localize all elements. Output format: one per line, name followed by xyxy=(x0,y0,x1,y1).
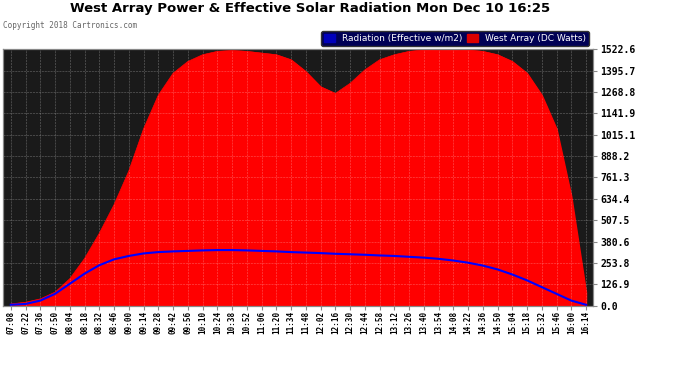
Text: West Array Power & Effective Solar Radiation Mon Dec 10 16:25: West Array Power & Effective Solar Radia… xyxy=(70,2,551,15)
Legend: Radiation (Effective w/m2), West Array (DC Watts): Radiation (Effective w/m2), West Array (… xyxy=(322,32,589,46)
Text: Copyright 2018 Cartronics.com: Copyright 2018 Cartronics.com xyxy=(3,21,137,30)
